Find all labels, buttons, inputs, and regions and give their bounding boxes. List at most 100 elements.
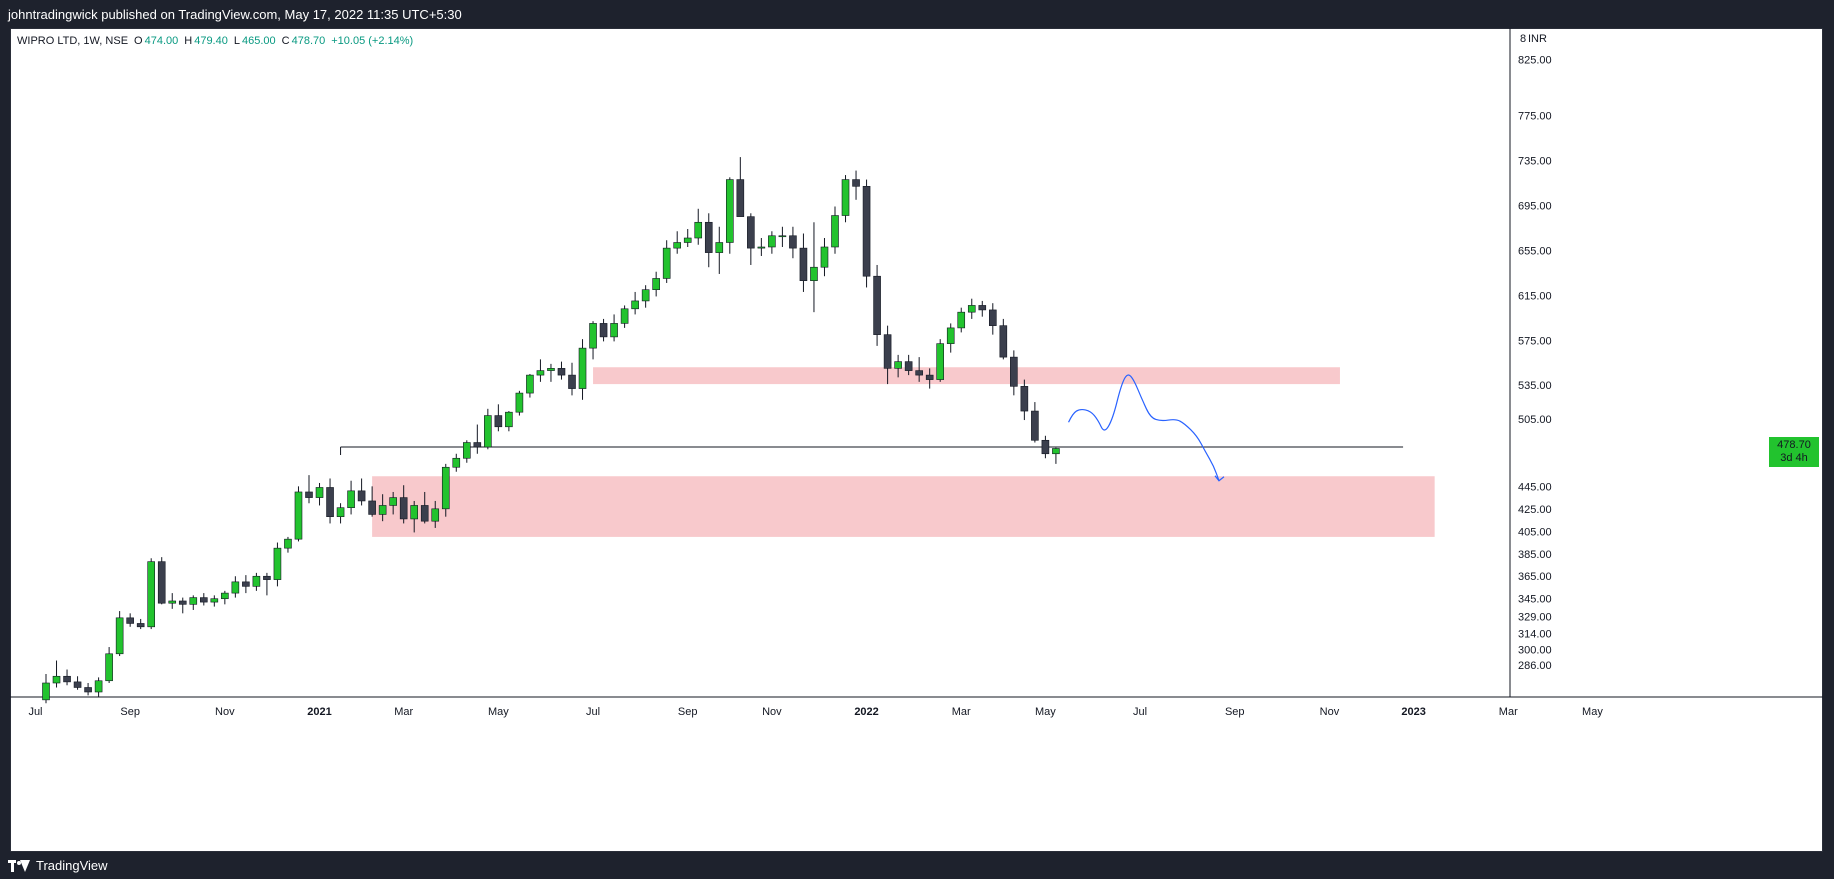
time-axis-label: May	[1035, 706, 1056, 718]
candle-body	[946, 327, 955, 344]
tradingview-logo-icon	[8, 859, 30, 873]
candle-body	[252, 575, 261, 587]
candle-body	[820, 246, 829, 268]
candle-body	[852, 179, 860, 187]
candle-body	[999, 325, 1008, 358]
candle-body	[988, 309, 997, 326]
candle-body	[778, 235, 787, 238]
candle-body	[862, 186, 871, 277]
supply-demand-zone-1	[593, 367, 1340, 385]
candle-body	[747, 216, 755, 249]
candle-body	[673, 242, 682, 249]
price-axis-label: 425.00	[1518, 504, 1552, 516]
candle-body	[389, 497, 397, 506]
price-axis-label: 655.00	[1518, 245, 1552, 257]
symbol-legend: WIPRO LTD, 1W, NSE O 474.00 H 479.40 L 465.…	[17, 35, 413, 47]
legend-high: 479.40	[194, 35, 228, 47]
candle-body	[452, 457, 461, 468]
time-axis-label: 2022	[854, 706, 878, 718]
legend-close: 478.70	[291, 35, 326, 47]
candle-body	[883, 334, 892, 369]
supply-demand-zone-2	[372, 476, 1435, 537]
time-axis-label: 2023	[1401, 706, 1425, 718]
price-axis-label: 314.00	[1518, 629, 1552, 641]
candle-body	[599, 323, 608, 338]
legend-symbol: WIPRO LTD, 1W, NSE	[17, 35, 129, 47]
publish-header: johntradingwick published on TradingView…	[0, 0, 1834, 28]
candle-body	[715, 242, 724, 253]
candle-body	[378, 505, 387, 515]
time-axis-label: Nov	[215, 706, 235, 718]
candle-body	[420, 505, 429, 522]
price-axis-label: 535.00	[1518, 380, 1552, 392]
candle-body	[515, 392, 524, 413]
price-axis-label: 735.00	[1518, 155, 1552, 167]
candle-body	[799, 247, 808, 282]
price-axis-label: 575.00	[1518, 335, 1552, 347]
legend-change: +10.05 (+2.14%)	[331, 35, 414, 47]
candle-body	[1041, 439, 1050, 455]
candle-body	[315, 487, 324, 498]
candle-body	[894, 361, 902, 369]
candle-body	[757, 246, 766, 249]
candle-body	[410, 505, 419, 520]
candle-body	[557, 368, 566, 376]
time-axis-label: Jul	[1133, 706, 1147, 718]
candle-body	[578, 347, 587, 389]
price-axis-label: 405.00	[1518, 526, 1552, 538]
time-axis-label: Jul	[28, 706, 42, 718]
price-axis-label: 445.00	[1518, 481, 1552, 493]
candle-body	[831, 215, 839, 248]
candle-body	[873, 275, 881, 335]
candle-body	[157, 561, 166, 604]
candlestick-chart[interactable]: 286.00 300.00 314.00 329.00 345.00 365.00 385.…	[10, 28, 1823, 852]
candle-body	[462, 442, 471, 459]
candle-body	[242, 581, 250, 587]
price-axis-label: 695.00	[1518, 200, 1552, 212]
candle-body	[841, 179, 850, 216]
time-axis-label: May	[488, 706, 509, 718]
candle-body	[473, 442, 482, 448]
footer-bar: TradingView	[0, 852, 1834, 879]
time-axis-label: May	[1582, 706, 1603, 718]
candle-body	[789, 235, 797, 249]
time-axis-label: Nov	[1320, 706, 1340, 718]
candle-body	[505, 411, 513, 428]
candle-body	[52, 675, 61, 684]
candle-body	[915, 370, 923, 376]
candle-body	[126, 617, 134, 624]
candle-body	[73, 681, 82, 688]
tradingview-logo[interactable]: TradingView	[8, 858, 108, 873]
projection-path	[1067, 374, 1220, 481]
bar-countdown: 3d 4h	[1780, 452, 1808, 464]
candle-body	[810, 266, 818, 282]
time-axis-label: Jul	[586, 706, 600, 718]
candle-body	[273, 547, 282, 580]
candle-body	[431, 508, 440, 522]
time-axis-label: Sep	[1225, 706, 1245, 718]
candle-body	[589, 323, 597, 349]
candle-body	[84, 687, 92, 693]
price-axis-label: 825.00	[1518, 54, 1552, 66]
price-axis-label: 300.00	[1518, 644, 1552, 656]
price-axis-label: 505.00	[1518, 414, 1552, 426]
candle-body	[526, 374, 534, 394]
candle-body	[683, 237, 692, 243]
tradingview-brand-text: TradingView	[36, 858, 108, 873]
time-axis-label: Sep	[120, 706, 140, 718]
candle-body	[336, 507, 345, 517]
last-price-value: 478.70	[1777, 439, 1811, 451]
legend-close-label: C	[281, 35, 290, 47]
candle-body	[105, 653, 113, 682]
candle-body	[1052, 448, 1060, 455]
candle-body	[210, 598, 219, 603]
candle-body	[904, 361, 913, 371]
candle-body	[967, 305, 976, 313]
candle-body	[494, 415, 503, 428]
projection-arrowhead	[1214, 475, 1225, 482]
candle-body	[284, 538, 292, 549]
legend-low: 465.00	[241, 35, 276, 47]
candle-body	[63, 675, 71, 683]
candle-body	[536, 370, 545, 376]
candle-body	[368, 500, 376, 515]
